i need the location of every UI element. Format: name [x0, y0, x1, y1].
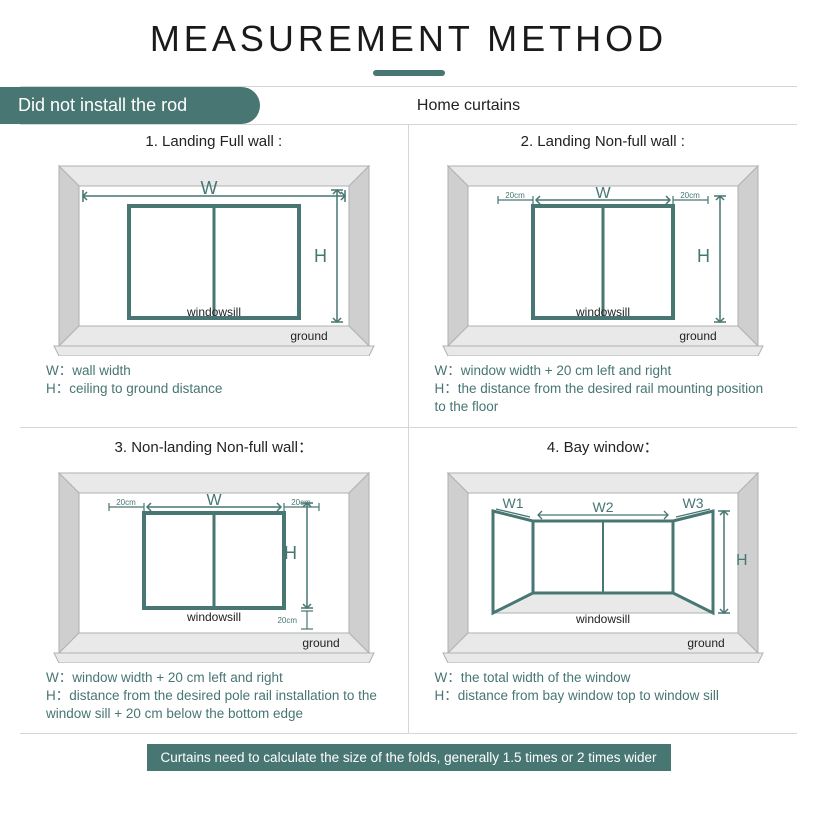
- accent-bar: [373, 70, 445, 76]
- figure-4: W1 W2 W3 H windowsill ground: [417, 463, 790, 663]
- figure-2: 20cm W 20cm H: [417, 156, 790, 356]
- ground-label: ground: [290, 329, 327, 343]
- margin-bottom-label: 20cm: [277, 616, 297, 625]
- figure-1: W H windowsill ground: [28, 156, 400, 356]
- subheader-row: Did not install the rod Home curtains: [20, 86, 797, 125]
- margin-left-label: 20cm: [505, 191, 525, 200]
- windowsill-label: windowsill: [186, 305, 241, 319]
- w-label: W: [595, 185, 611, 202]
- cell-4: 4. Bay window：: [409, 427, 798, 734]
- cell-2: 2. Landing Non-full wall : 20cm: [409, 125, 798, 427]
- cell-1-title: 1. Landing Full wall :: [28, 133, 400, 150]
- ground-label: ground: [302, 636, 339, 650]
- cap-h: H：the distance from the desired rail mou…: [435, 380, 778, 416]
- margin-left-label: 20cm: [116, 498, 136, 507]
- h-label: H: [736, 552, 748, 569]
- cap-w: W：wall width: [46, 362, 388, 380]
- cell-4-captions: W：the total width of the window H：distan…: [417, 663, 790, 705]
- h-label: H: [314, 246, 327, 266]
- diagram-grid: 1. Landing Full wall :: [20, 125, 797, 734]
- cap-w: W：the total width of the window: [435, 669, 778, 687]
- h-label: H: [284, 543, 297, 563]
- cap-w: W：window width + 20 cm left and right: [46, 669, 388, 687]
- w2-label: W2: [592, 499, 613, 515]
- cell-1: 1. Landing Full wall :: [20, 125, 409, 427]
- ground-label: ground: [679, 329, 716, 343]
- w1-label: W1: [502, 495, 523, 511]
- h-label: H: [697, 246, 710, 266]
- cap-h: H：ceiling to ground distance: [46, 380, 388, 398]
- margin-right-label: 20cm: [680, 191, 700, 200]
- page: MEASUREMENT METHOD Did not install the r…: [0, 0, 817, 791]
- cell-3-title: 3. Non-landing Non-full wall：: [28, 436, 400, 457]
- ground-label: ground: [687, 636, 724, 650]
- figure-3: 20cm W 20cm H: [28, 463, 400, 663]
- cell-4-title: 4. Bay window：: [417, 436, 790, 457]
- cell-3: 3. Non-landing Non-full wall： 2: [20, 427, 409, 734]
- windowsill-label: windowsill: [186, 610, 241, 624]
- windowsill-label: windowsill: [575, 612, 630, 626]
- cell-3-captions: W：window width + 20 cm left and right H：…: [28, 663, 400, 724]
- cell-2-captions: W：window width + 20 cm left and right H：…: [417, 356, 790, 417]
- cap-w: W：window width + 20 cm left and right: [435, 362, 778, 380]
- page-title: MEASUREMENT METHOD: [20, 10, 797, 66]
- w3-label: W3: [682, 495, 703, 511]
- windowsill-label: windowsill: [575, 305, 630, 319]
- w-label: W: [206, 492, 222, 509]
- cap-h: H：distance from the desired pole rail in…: [46, 687, 388, 723]
- cell-1-captions: W：wall width H：ceiling to ground distanc…: [28, 356, 400, 398]
- cap-h: H：distance from bay window top to window…: [435, 687, 778, 705]
- category-label: Home curtains: [140, 97, 797, 115]
- cell-2-title: 2. Landing Non-full wall :: [417, 133, 790, 150]
- w-label: W: [200, 178, 217, 198]
- footer-note: Curtains need to calculate the size of t…: [147, 744, 671, 771]
